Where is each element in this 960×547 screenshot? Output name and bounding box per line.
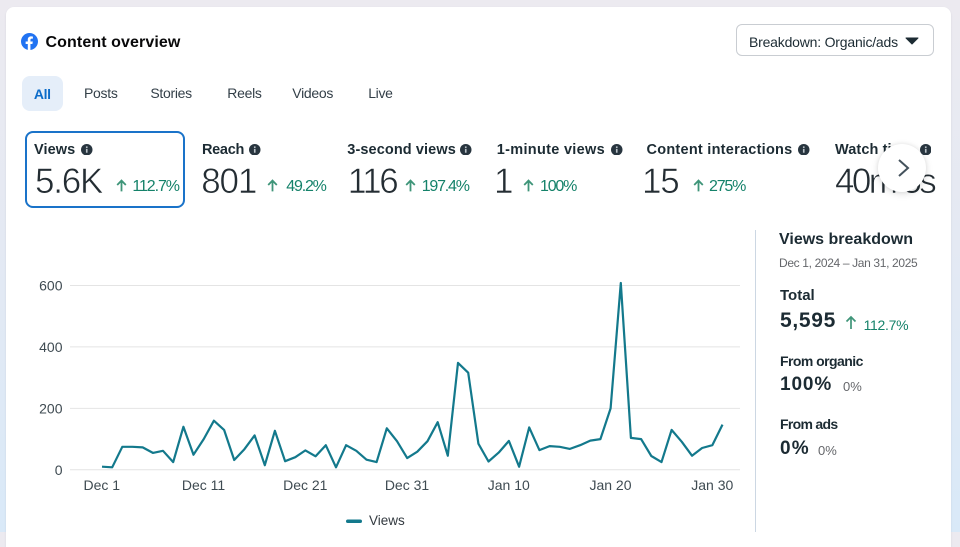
svg-text:Dec 11: Dec 11: [182, 477, 226, 493]
svg-text:200: 200: [39, 400, 63, 416]
svg-text:Dec 21: Dec 21: [283, 477, 328, 493]
svg-text:0: 0: [55, 462, 63, 478]
svg-text:Views: Views: [369, 513, 405, 528]
svg-text:Dec 1: Dec 1: [84, 477, 121, 493]
svg-text:400: 400: [39, 339, 63, 355]
svg-text:Jan 10: Jan 10: [488, 477, 530, 493]
svg-text:Jan 30: Jan 30: [691, 477, 733, 493]
svg-text:Jan 20: Jan 20: [589, 477, 631, 493]
svg-text:600: 600: [39, 278, 63, 294]
svg-text:Dec 31: Dec 31: [385, 477, 430, 493]
